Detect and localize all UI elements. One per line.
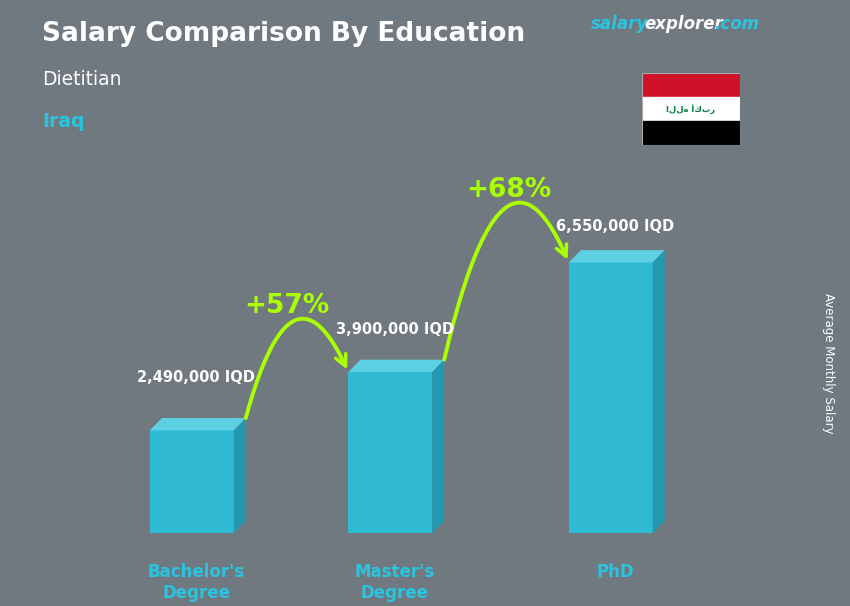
Text: Master's
Degree: Master's Degree	[354, 563, 434, 602]
Bar	[642, 73, 740, 97]
Text: +68%: +68%	[466, 176, 552, 202]
Polygon shape	[432, 360, 445, 533]
Text: Average Monthly Salary: Average Monthly Salary	[822, 293, 836, 434]
Polygon shape	[348, 372, 432, 533]
Polygon shape	[234, 418, 246, 533]
Text: salary: salary	[591, 15, 648, 33]
Polygon shape	[569, 262, 653, 533]
Bar	[642, 97, 740, 121]
Polygon shape	[653, 250, 665, 533]
Text: 3,900,000 IQD: 3,900,000 IQD	[336, 322, 454, 337]
Polygon shape	[150, 430, 234, 533]
Text: Dietitian: Dietitian	[42, 70, 122, 88]
Polygon shape	[150, 418, 246, 430]
Text: Bachelor's
Degree: Bachelor's Degree	[148, 563, 245, 602]
Bar	[642, 121, 740, 145]
Text: 6,550,000 IQD: 6,550,000 IQD	[556, 219, 674, 235]
Text: +57%: +57%	[245, 293, 330, 319]
Text: Iraq: Iraq	[42, 112, 85, 131]
Text: PhD: PhD	[596, 563, 634, 581]
Text: 2,490,000 IQD: 2,490,000 IQD	[137, 370, 255, 385]
Polygon shape	[348, 360, 445, 372]
Text: Salary Comparison By Education: Salary Comparison By Education	[42, 21, 525, 47]
Polygon shape	[569, 250, 665, 262]
Text: .com: .com	[714, 15, 759, 33]
Text: الله أكبر: الله أكبر	[666, 104, 715, 114]
Text: explorer: explorer	[644, 15, 723, 33]
